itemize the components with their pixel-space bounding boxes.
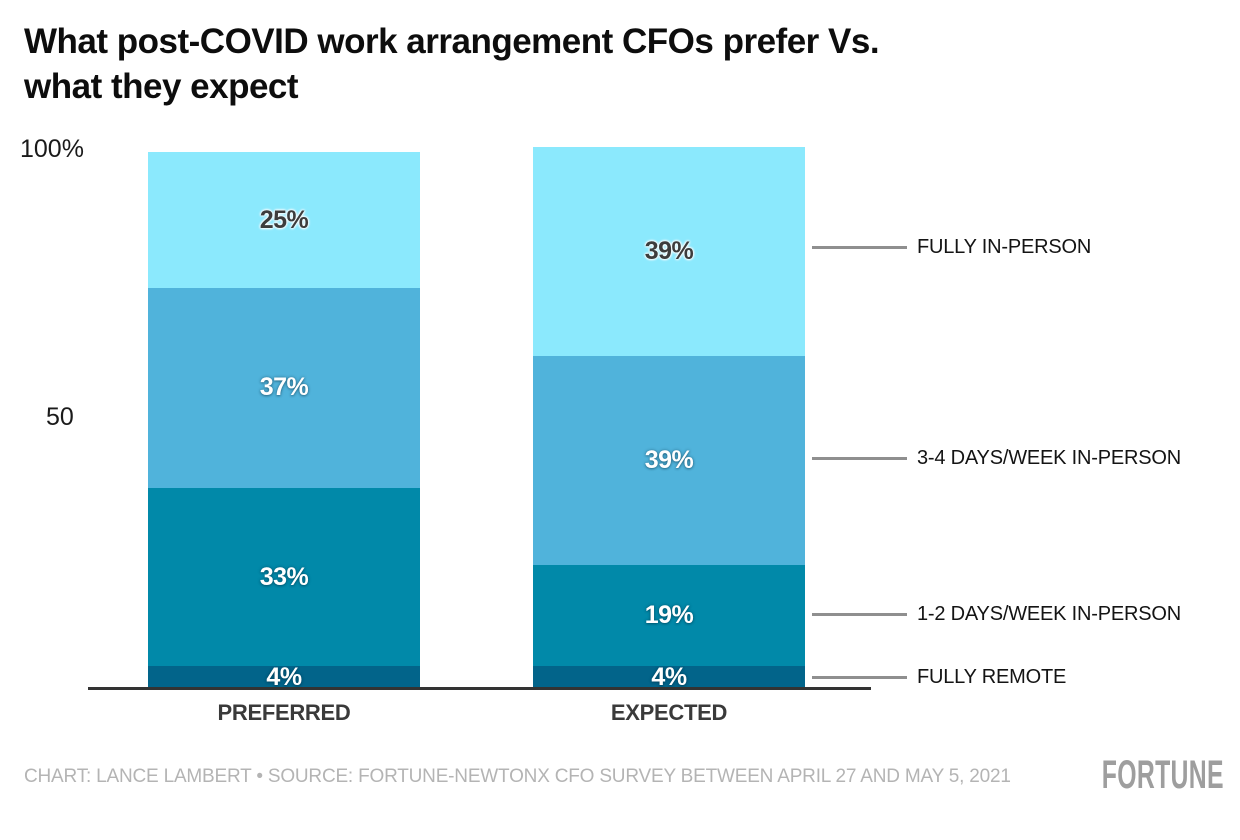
- segment-value-label: 33%: [259, 562, 309, 591]
- category-label-preferred: PREFERRED: [217, 700, 351, 725]
- chart-title-line-2: what they expect: [24, 67, 299, 106]
- legend-label: 3-4 DAYS/WEEK IN-PERSON: [917, 446, 1181, 469]
- legend-row: FULLY REMOTE: [812, 663, 1066, 691]
- bar-segment: 39%: [533, 355, 805, 565]
- bar-segment: 25%: [148, 152, 420, 288]
- segment-value-label: 25%: [259, 205, 309, 234]
- y-axis-tick-50: 50: [46, 403, 74, 431]
- bar-segment: 19%: [533, 564, 805, 667]
- legend-label: FULLY IN-PERSON: [917, 235, 1092, 258]
- chart-title-line-1: What post-COVID work arrangement CFOs pr…: [24, 22, 880, 61]
- segment-value-label: 4%: [266, 662, 302, 691]
- leader-line: [812, 613, 907, 617]
- legend-label: 1-2 DAYS/WEEK IN-PERSON: [917, 603, 1181, 626]
- category-label-expected: EXPECTED: [610, 700, 728, 725]
- segment-value-label: 19%: [644, 601, 694, 629]
- bar-segment: 39%: [533, 146, 805, 356]
- y-axis-tick-100: 100%: [20, 135, 84, 163]
- segment-value-label: 39%: [644, 445, 694, 474]
- segment-value-label: 39%: [644, 236, 694, 265]
- legend-row: 3-4 DAYS/WEEK IN-PERSON: [812, 444, 1181, 472]
- bar-preferred: 4% 33% 37% 25%: [148, 147, 420, 691]
- leader-line: [812, 456, 907, 460]
- fortune-logo: FORTUNE: [1101, 753, 1224, 797]
- segment-value-label: 37%: [259, 373, 309, 402]
- bar-segment: 37%: [148, 287, 420, 488]
- leader-line: [812, 675, 907, 679]
- legend-row: 1-2 DAYS/WEEK IN-PERSON: [812, 601, 1181, 629]
- legend-row: FULLY IN-PERSON: [812, 233, 1091, 261]
- legend-label: FULLY REMOTE: [917, 665, 1067, 688]
- source-credit-text: CHART: LANCE LAMBERT • SOURCE: FORTUNE-N…: [24, 766, 1011, 787]
- bar-segment: 33%: [148, 487, 420, 667]
- plot-area: 4% 33% 37% 25% 4% 19% 39% 39% FULLY REMOTE 1-2 DA…: [0, 146, 1240, 691]
- bar-segment: 4%: [533, 662, 805, 691]
- bar-segment: 4%: [148, 662, 420, 691]
- segment-value-label: 4%: [651, 662, 687, 691]
- bar-expected: 4% 19% 39% 39%: [533, 146, 805, 691]
- x-axis-line: [88, 687, 871, 690]
- leader-line: [812, 245, 907, 249]
